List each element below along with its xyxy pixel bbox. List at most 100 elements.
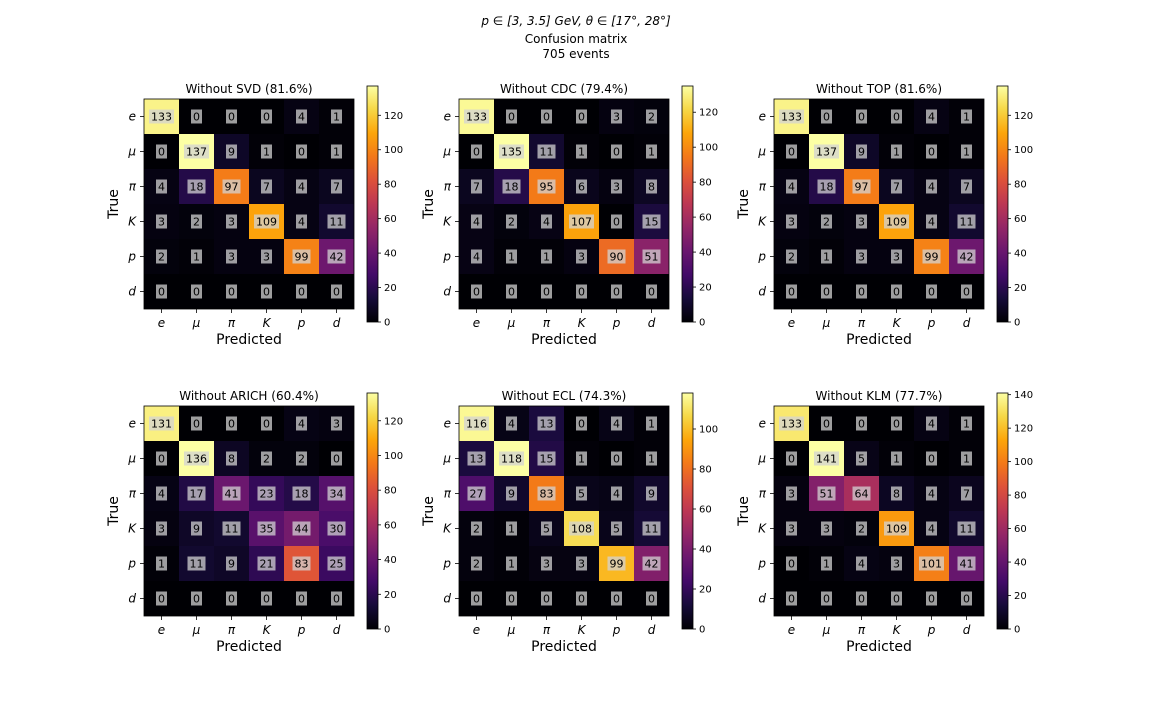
cell-value-label: 11	[960, 523, 974, 536]
cell-label-box	[814, 451, 839, 466]
cell-value-label: 0	[473, 286, 480, 299]
cell-value-label: 1	[543, 251, 550, 264]
cell-value-label: 3	[228, 251, 235, 264]
cell-label-box	[646, 109, 657, 124]
figure-suptitle-condition: p ∈ [3, 3.5] GeV, θ ∈ [17°, 28°]	[481, 14, 671, 28]
cell-value-label: 9	[508, 488, 515, 501]
cell-value-label: 3	[858, 251, 865, 264]
cell-value-label: 0	[578, 593, 585, 606]
colorbar-tick-label: 0	[699, 625, 705, 636]
cell-label-box	[506, 591, 517, 606]
colorbar-tick-label: 40	[384, 555, 397, 566]
y-tick-label: p	[442, 557, 451, 571]
cell-label-box	[537, 144, 556, 159]
cell-label-box	[537, 179, 556, 194]
cell-label-box	[957, 214, 976, 229]
cell-value-label: 11	[225, 523, 239, 536]
cell-value-label: 4	[928, 488, 935, 501]
cell-value-label: 3	[263, 251, 270, 264]
colorbar-tick-label: 20	[384, 283, 397, 294]
cell-label-box	[926, 451, 937, 466]
cell-label-box	[646, 486, 657, 501]
cell-value-label: 99	[925, 251, 939, 264]
cell-value-label: 0	[228, 418, 235, 431]
cell-value-label: 2	[473, 558, 480, 571]
cell-value-label: 51	[645, 251, 659, 264]
cell-label-box	[187, 486, 206, 501]
y-tick-label: K	[758, 215, 767, 229]
cell-label-box	[642, 556, 661, 571]
cell-value-label: 0	[228, 286, 235, 299]
cell-value-label: 51	[820, 488, 834, 501]
colorbar-tick-label: 40	[1014, 249, 1027, 260]
y-tick-label: p	[442, 250, 451, 264]
plot-frame	[773, 98, 985, 310]
cell-value-label: 116	[466, 418, 487, 431]
cell-label-box	[506, 109, 517, 124]
cell-value-label: 0	[613, 453, 620, 466]
cell-value-label: 11	[190, 558, 204, 571]
x-tick-label: p	[297, 316, 306, 330]
cell-value-label: 0	[298, 286, 305, 299]
cell-value-label: 0	[263, 111, 270, 124]
cell-label-box	[961, 284, 972, 299]
y-axis-title: True	[421, 496, 437, 527]
cell-label-box	[891, 556, 902, 571]
cell-label-box	[467, 451, 486, 466]
cell-value-label: 3	[858, 216, 865, 229]
cell-label-box	[642, 521, 661, 536]
cell-value-label: 133	[781, 418, 802, 431]
figure-suptitle-name: Confusion matrix	[524, 32, 628, 46]
cell-label-box	[646, 591, 657, 606]
cell-value-label: 35	[260, 523, 274, 536]
x-tick-label: μ	[192, 316, 201, 330]
cell-label-box	[611, 591, 622, 606]
cell-value-label: 2	[158, 251, 165, 264]
cell-value-label: 0	[508, 111, 515, 124]
cell-label-box	[607, 556, 626, 571]
cell-label-box	[222, 486, 241, 501]
cell-value-label: 8	[648, 181, 655, 194]
cell-value-label: 4	[928, 181, 935, 194]
cell-label-box	[786, 144, 797, 159]
y-tick-label: e	[129, 110, 136, 124]
cell-value-label: 34	[330, 488, 344, 501]
cell-value-label: 0	[613, 216, 620, 229]
cell-label-box	[261, 591, 272, 606]
cell-label-box	[856, 416, 867, 431]
cell-value-label: 137	[816, 146, 837, 159]
cell-label-box	[926, 486, 937, 501]
cell-value-label: 11	[540, 146, 554, 159]
cell-value-label: 0	[263, 418, 270, 431]
cell-value-label: 3	[578, 558, 585, 571]
cell-label-box	[499, 451, 524, 466]
cell-value-label: 15	[645, 216, 659, 229]
panel-title: Without TOP (81.6%)	[816, 82, 942, 96]
cell-label-box	[852, 486, 871, 501]
cell-value-label: 4	[298, 418, 305, 431]
cell-value-label: 25	[330, 558, 344, 571]
cell-value-label: 5	[578, 488, 585, 501]
y-tick-label: d	[443, 592, 451, 606]
x-tick-label: d	[333, 316, 341, 330]
confusion-matrix-panel-1: Without CDC (79.4%)133 0 0 0 3 20 135 11 1 0 17 18 9…	[421, 82, 718, 348]
x-axis-title: Predicted	[846, 332, 912, 348]
cell-label-box	[506, 284, 517, 299]
cell-value-label: 44	[295, 523, 309, 536]
cell-label-box	[261, 451, 272, 466]
cell-label-box	[891, 109, 902, 124]
cell-value-label: 30	[330, 523, 344, 536]
cell-label-box	[852, 179, 871, 194]
cell-label-box	[261, 109, 272, 124]
cell-label-box	[506, 214, 517, 229]
cell-label-box	[471, 284, 482, 299]
cell-label-box	[786, 249, 797, 264]
y-tick-label: e	[129, 417, 136, 431]
cell-value-label: 0	[858, 286, 865, 299]
cell-value-label: 5	[858, 453, 865, 466]
cell-value-label: 4	[928, 216, 935, 229]
cell-label-box	[926, 214, 937, 229]
cell-value-label: 1	[648, 418, 655, 431]
cell-label-box	[331, 109, 342, 124]
